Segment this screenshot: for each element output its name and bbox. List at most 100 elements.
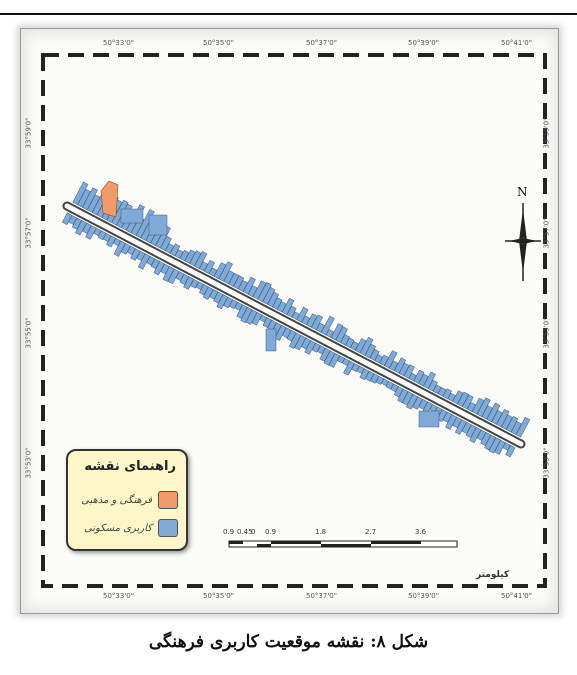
- grid-label-top: 50°39'0": [408, 39, 439, 47]
- residential-parcel: [476, 429, 487, 441]
- residential-parcel: [442, 388, 452, 400]
- residential-parcel: [452, 416, 462, 429]
- residential-parcel: [199, 284, 209, 296]
- residential-parcel: [301, 337, 311, 350]
- residential-parcel: [247, 285, 258, 297]
- residential-parcel: [127, 245, 136, 255]
- residential-parcel: [350, 341, 359, 351]
- residential-parcel: [72, 181, 89, 206]
- grid-label-bottom: 50°35'0": [203, 592, 234, 600]
- residential-parcel: [311, 314, 324, 331]
- residential-parcel: [113, 240, 126, 257]
- residential-parcel: [408, 372, 417, 382]
- map-neatline: [41, 53, 547, 588]
- residential-parcel: [359, 336, 374, 356]
- residential-parcel: [343, 360, 355, 376]
- grid-label-bottom: 50°41'0": [501, 592, 532, 600]
- residential-parcel: [245, 309, 258, 325]
- residential-parcel: [445, 414, 457, 430]
- residential-parcel: [223, 296, 233, 309]
- grid-label-side: 33°59'0": [24, 117, 33, 149]
- residential-parcel: [316, 322, 325, 333]
- residential-parcel: [375, 375, 384, 385]
- residential-parcel: [476, 397, 491, 417]
- residential-parcel: [418, 373, 429, 387]
- residential-parcel: [354, 338, 367, 354]
- residential-parcel: [82, 187, 98, 211]
- map-legend: راهنمای نقشه فرهنگی و مذهبی کاربری مسکون…: [66, 449, 188, 551]
- grid-label-side: 33°59'0": [542, 117, 551, 149]
- residential-parcel: [262, 317, 272, 328]
- residential-parcel: [385, 381, 394, 390]
- residential-parcel: [162, 266, 175, 282]
- residential-parcel: [272, 297, 283, 310]
- residential-parcel: [262, 286, 276, 305]
- residential-parcel: [184, 249, 196, 264]
- residential-parcel: [393, 357, 407, 374]
- residential-parcel: [461, 421, 472, 434]
- scale-tick-label: 0.45: [237, 528, 253, 536]
- figure-caption: شکل ۸: نقشه موقعیت کاربری فرهنگی: [148, 632, 429, 652]
- residential-parcel: [202, 286, 214, 300]
- residential-parcel: [311, 342, 321, 353]
- grid-label-top: 50°33'0": [103, 39, 134, 47]
- residential-parcel: [471, 397, 485, 415]
- residential-parcel: [389, 360, 399, 372]
- residential-parcel: [381, 378, 389, 387]
- residential-parcel: [384, 350, 398, 369]
- residential-parcel: [397, 388, 409, 403]
- residential-parcel: [229, 299, 238, 309]
- residential-parcel: [369, 348, 380, 361]
- residential-parcel: [216, 294, 229, 310]
- grid-label-top: 50°35'0": [203, 39, 234, 47]
- grid-label-side: 33°55'0": [542, 317, 551, 349]
- residential-parcel: [183, 276, 194, 290]
- scale-tick-label: 3.6: [415, 528, 427, 536]
- residential-parcel: [480, 432, 492, 446]
- grid-label-side: 33°57'0": [542, 217, 551, 249]
- residential-parcel: [501, 414, 513, 430]
- residential-parcel: [75, 220, 87, 236]
- residential-parcel: [189, 250, 202, 267]
- grid-label-top: 50°37'0": [306, 39, 337, 47]
- residential-parcel: [452, 390, 464, 405]
- residential-parcel: [174, 249, 184, 259]
- residential-parcel: [291, 311, 300, 320]
- residential-parcel: [240, 307, 253, 324]
- grid-label-bottom: 50°37'0": [306, 592, 337, 600]
- scale-tick-label: 0: [251, 528, 256, 536]
- residential-parcel: [296, 306, 309, 323]
- scale-tick-label: 0.9: [265, 528, 277, 536]
- north-arrow: N: [503, 181, 543, 291]
- residential-parcel: [294, 335, 306, 351]
- residential-parcel: [301, 315, 311, 326]
- residential-parcel: [120, 243, 131, 255]
- residential-parcel: [436, 409, 448, 423]
- residential-parcel: [428, 379, 438, 392]
- residential-parcel: [323, 350, 336, 366]
- residential-parcel: [402, 391, 414, 406]
- residential-parcel: [345, 337, 355, 349]
- residential-parcel: [406, 393, 419, 410]
- residential-parcel: [150, 258, 160, 269]
- residential-parcel: [335, 326, 348, 343]
- residential-parcel: [77, 188, 91, 208]
- residential-parcel: [359, 368, 370, 381]
- residential-parcel: [486, 402, 501, 423]
- residential-parcel: [160, 263, 170, 275]
- residential-parcel: [61, 212, 73, 226]
- residential-parcel: [153, 261, 165, 276]
- residential-parcel: [234, 301, 243, 311]
- residential-parcel: [340, 334, 350, 346]
- residential-parcel: [320, 315, 335, 336]
- residential-parcel: [282, 327, 292, 339]
- residential-parcel: [160, 235, 172, 251]
- grid-label-side: 33°55'0": [24, 317, 33, 349]
- scale-bar: [228, 540, 458, 548]
- residential-parcel: [342, 358, 350, 366]
- legend-item-label: کاربری مسکونی: [83, 522, 152, 534]
- residential-parcel: [223, 270, 235, 285]
- residential-parcel: [328, 353, 341, 368]
- residential-parcel: [306, 313, 318, 328]
- residential-parcel: [106, 235, 117, 248]
